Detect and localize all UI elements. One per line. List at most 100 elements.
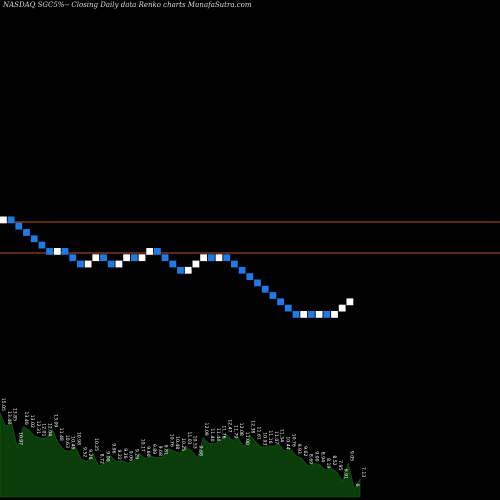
volume-label-54: 9.00 xyxy=(314,451,320,461)
volume-label-41: 12.08 xyxy=(238,423,244,436)
volume-label-58: 7.95 xyxy=(337,460,343,470)
volume-label-47: 11.07 xyxy=(273,431,279,444)
renko-brick-0 xyxy=(0,216,7,224)
renko-brick-6 xyxy=(46,248,53,255)
volume-label-20: 9.22 xyxy=(116,449,122,459)
volume-label-17: 8.72 xyxy=(99,454,105,464)
volume-label-43: 12.38 xyxy=(250,420,256,433)
renko-brick-24 xyxy=(184,266,192,274)
renko-brick-42 xyxy=(323,311,331,318)
volume-label-14: 9.52 xyxy=(81,447,87,457)
renko-brick-30 xyxy=(231,260,238,268)
renko-brick-34 xyxy=(261,285,269,293)
volume-label-50: 10.76 xyxy=(290,434,296,447)
volume-label-21: 9.36 xyxy=(122,448,128,458)
volume-label-48: 11.34 xyxy=(279,429,285,442)
renko-brick-44 xyxy=(338,304,346,312)
volume-label-49: 10.44 xyxy=(285,436,291,449)
renko-brick-31 xyxy=(238,266,246,274)
volume-label-59: 6.91 xyxy=(343,469,349,479)
volume-label-56: 8.19 xyxy=(325,458,331,468)
renko-brick-35 xyxy=(269,292,277,299)
volume-label-25: 9.60 xyxy=(145,446,151,456)
volume-label-55: 8.94 xyxy=(319,452,325,462)
volume-label-26: 9.89 xyxy=(151,444,157,454)
volume-label-42: 11.00 xyxy=(244,432,250,445)
chart-title: NASDAQ SGC5%-- Closing Daily data Renko … xyxy=(3,1,252,9)
volume-label-24: 10.17 xyxy=(139,439,145,452)
renko-brick-23 xyxy=(177,266,184,274)
renko-brick-39 xyxy=(300,311,308,318)
renko-brick-15 xyxy=(115,260,123,268)
renko-brick-45 xyxy=(346,298,354,306)
volume-label-4: 13.40 xyxy=(23,412,29,425)
volume-label-40: 11.79 xyxy=(232,425,238,438)
volume-label-38: 11.76 xyxy=(221,425,227,438)
volume-label-53: 8.69 xyxy=(308,454,314,464)
volume-label-8: 12.04 xyxy=(47,423,53,436)
volume-label-2: 13.85 xyxy=(12,408,18,421)
volume-label-35: 12.09 xyxy=(203,423,209,436)
renko-brick-22 xyxy=(169,260,177,268)
renko-brick-17 xyxy=(130,254,138,262)
volume-label-31: 10.25 xyxy=(180,438,186,451)
renko-brick-36 xyxy=(277,298,284,306)
renko-brick-3 xyxy=(23,229,30,236)
volume-label-27: 9.68 xyxy=(157,446,163,456)
renko-brick-19 xyxy=(146,248,154,255)
renko-brick-41 xyxy=(315,311,323,318)
renko-brick-14 xyxy=(107,260,115,268)
renko-brick-18 xyxy=(138,254,146,262)
renko-brick-8 xyxy=(61,248,69,255)
volume-label-29: 10.76 xyxy=(168,434,174,447)
volume-label-12: 10.46 xyxy=(70,436,76,449)
volume-label-52: 9.62 xyxy=(302,446,308,456)
volume-label-32: 11.03 xyxy=(186,431,192,444)
renko-brick-37 xyxy=(284,304,292,312)
renko-brick-32 xyxy=(246,273,254,280)
renko-brick-1 xyxy=(7,216,15,224)
renko-brick-9 xyxy=(69,254,77,262)
volume-label-1: 13.48 xyxy=(6,411,12,424)
volume-label-16: 10.25 xyxy=(93,438,99,451)
volume-label-34: 9.68 xyxy=(197,446,203,456)
volume-label-30: 10.48 xyxy=(174,436,180,449)
volume-label-11: 10.63 xyxy=(64,435,70,448)
renko-brick-43 xyxy=(331,311,338,318)
renko-brick-25 xyxy=(192,260,200,268)
renko-brick-33 xyxy=(254,279,261,287)
renko-brick-27 xyxy=(207,254,215,262)
volume-label-5: 13.02 xyxy=(29,415,35,428)
volume-label-9: 13.09 xyxy=(52,414,58,427)
renko-brick-29 xyxy=(223,254,231,262)
volume-label-57: 8.52 xyxy=(331,455,337,465)
renko-brick-2 xyxy=(15,222,23,230)
renko-brick-28 xyxy=(215,254,223,262)
volume-label-3: 10.97 xyxy=(17,432,23,445)
renko-brick-7 xyxy=(53,248,61,255)
renko-brick-10 xyxy=(77,260,84,268)
volume-label-22: 9.06 xyxy=(128,451,134,461)
renko-brick-13 xyxy=(100,254,107,262)
volume-label-39: 12.47 xyxy=(227,419,233,432)
renko-brick-40 xyxy=(308,311,315,318)
volume-label-51: 9.93 xyxy=(296,444,302,454)
volume-label-45: 10.93 xyxy=(261,432,267,445)
volume-label-6: 12.31 xyxy=(35,421,41,434)
renko-brick-12 xyxy=(92,254,100,262)
renko-brick-38 xyxy=(292,311,300,318)
volume-label-60: 9.05 xyxy=(348,451,354,461)
volume-label-62: 7.13 xyxy=(360,467,366,477)
renko-brick-20 xyxy=(154,248,161,255)
volume-label-61: 6 xyxy=(354,484,360,487)
volume-area xyxy=(0,412,361,498)
volume-label-23: 9.29 xyxy=(134,449,140,459)
volume-label-13: 10.98 xyxy=(76,432,82,445)
volume-label-10: 11.48 xyxy=(58,428,64,441)
renko-brick-4 xyxy=(30,235,38,243)
volume-label-46: 11.16 xyxy=(267,430,273,443)
volume-label-19: 9.96 xyxy=(110,443,116,453)
volume-label-37: 11.44 xyxy=(215,428,221,441)
